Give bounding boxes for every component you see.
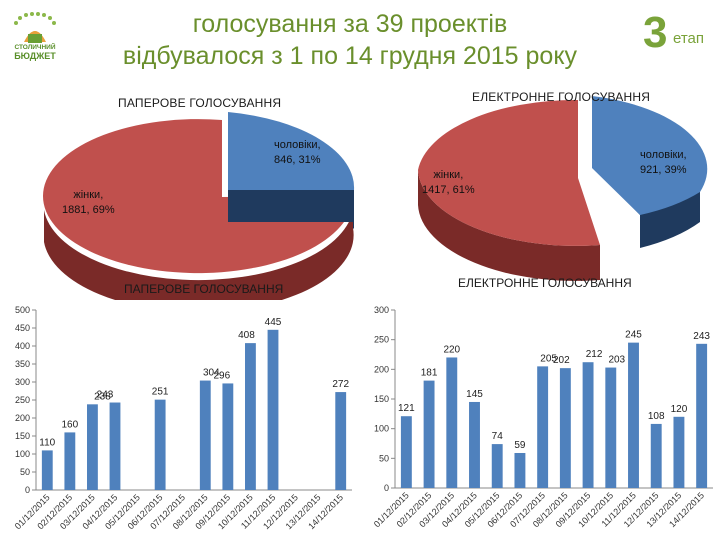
electronic-bar: [605, 367, 617, 488]
title-line-2: відбувалося з 1 по 14 грудня 2015 року: [122, 42, 578, 70]
electronic-bar: [559, 368, 571, 488]
electronic-bar: [491, 444, 503, 488]
stage-number: 3: [643, 8, 668, 57]
electronic-data-label: 121: [398, 403, 415, 414]
electronic-bar: [582, 362, 594, 488]
electronic-bar: [537, 366, 549, 488]
electronic-data-label: 202: [553, 355, 570, 366]
paper-data-label: 296: [214, 370, 231, 381]
paper-male-label: чоловіки, 846, 31%: [274, 139, 321, 166]
paper-bar: [267, 329, 279, 490]
paper-data-label: 445: [265, 317, 282, 328]
electronic-bar-title: ЕЛЕКТРОННЕ ГОЛОСУВАННЯ: [458, 276, 632, 290]
page-title: голосування за 39 проектів відбувалося з…: [70, 8, 630, 72]
electronic-bar: [400, 416, 412, 488]
electronic-male-label: чоловіки, 921, 39%: [640, 149, 687, 176]
electronic-data-label: 245: [625, 330, 642, 341]
electronic-data-label: 120: [671, 404, 688, 415]
electronic-pie-female-side: [418, 170, 600, 281]
paper-data-label: 408: [238, 330, 255, 341]
paper-pie-title: ПАПЕРОВЕ ГОЛОСУВАННЯ: [118, 96, 282, 110]
paper-y-tick-label: 250: [15, 395, 30, 405]
paper-pie-male-side-depth: [228, 190, 354, 222]
stolychnyi-budzhet-logo: [14, 12, 56, 43]
logo-text: СТОЛИЧНИЙ БЮДЖЕТ: [14, 44, 56, 61]
paper-y-tick-label: 350: [15, 359, 30, 369]
electronic-data-label: 212: [586, 349, 603, 360]
paper-pie-female-slice: [43, 119, 354, 274]
paper-y-tick-label: 450: [15, 323, 30, 333]
electronic-data-label: 108: [648, 411, 665, 422]
electronic-female-label: жінки, 1417, 61%: [422, 169, 475, 196]
paper-bar: [245, 343, 256, 490]
paper-pie-male-slice: [228, 112, 355, 190]
electronic-data-label: 205: [540, 353, 557, 364]
electronic-data-label: 181: [421, 368, 438, 379]
paper-bar: [41, 450, 53, 490]
electronic-data-label: 59: [514, 440, 526, 451]
paper-data-label: 160: [62, 419, 79, 430]
paper-data-label: 110: [39, 437, 55, 448]
electronic-y-tick-label: 0: [384, 483, 389, 493]
electronic-bar-chart: 05010015020025030012101/12/201518102/12/…: [372, 305, 713, 529]
electronic-data-label: 243: [693, 331, 710, 342]
paper-bar-chart: 05010015020025030035040045050011001/12/2…: [13, 305, 352, 531]
paper-y-tick-label: 200: [15, 413, 30, 423]
paper-bar: [64, 432, 76, 490]
paper-data-label: 304: [203, 368, 220, 379]
paper-bar: [199, 380, 211, 490]
paper-y-tick-label: 50: [20, 467, 30, 477]
electronic-pie: [418, 96, 708, 281]
paper-bar: [87, 404, 98, 490]
title-line-1: голосування за 39 проектів: [192, 10, 508, 38]
paper-y-tick-label: 300: [15, 377, 30, 387]
electronic-y-tick-label: 250: [374, 335, 389, 345]
electronic-y-tick-label: 150: [374, 394, 389, 404]
paper-y-tick-label: 0: [25, 485, 30, 495]
paper-data-label: 251: [152, 387, 169, 398]
paper-y-tick-label: 100: [15, 449, 30, 459]
electronic-pie-male-slice: [592, 96, 708, 215]
electronic-bar: [423, 380, 435, 488]
paper-y-tick-label: 150: [15, 431, 30, 441]
paper-pie-female-side: [44, 196, 354, 300]
paper-data-label: 243: [97, 390, 114, 401]
paper-data-label: 272: [332, 379, 349, 390]
electronic-data-label: 203: [608, 355, 625, 366]
electronic-y-tick-label: 200: [374, 364, 389, 374]
electronic-bar: [696, 343, 708, 488]
paper-bar: [154, 399, 166, 490]
electronic-bar: [628, 342, 639, 488]
electronic-bar: [446, 357, 458, 488]
paper-bar: [222, 383, 234, 490]
electronic-y-tick-label: 300: [374, 305, 389, 315]
electronic-bar: [673, 416, 685, 488]
paper-female-label: жінки, 1881, 69%: [62, 189, 115, 216]
electronic-data-label: 220: [443, 344, 460, 355]
pie-charts: [43, 96, 708, 300]
electronic-data-label: 145: [466, 389, 483, 400]
electronic-pie-title: ЕЛЕКТРОННЕ ГОЛОСУВАННЯ: [472, 90, 651, 104]
stage-word: етап: [673, 30, 705, 47]
paper-bar: [109, 402, 121, 490]
electronic-pie-female-slice: [418, 99, 600, 246]
paper-y-tick-label: 400: [15, 341, 30, 351]
electronic-data-label: 74: [492, 431, 504, 442]
electronic-bar: [650, 423, 662, 488]
paper-pie: [43, 112, 355, 300]
paper-y-tick-label: 500: [15, 305, 30, 315]
electronic-y-tick-label: 50: [379, 453, 389, 463]
electronic-bar: [514, 452, 526, 488]
paper-bar-title: ПАПЕРОВЕ ГОЛОСУВАННЯ: [124, 282, 284, 296]
electronic-bar: [469, 401, 480, 488]
paper-data-label: 238: [94, 391, 111, 402]
paper-bar: [335, 392, 347, 490]
electronic-y-tick-label: 100: [374, 424, 389, 434]
